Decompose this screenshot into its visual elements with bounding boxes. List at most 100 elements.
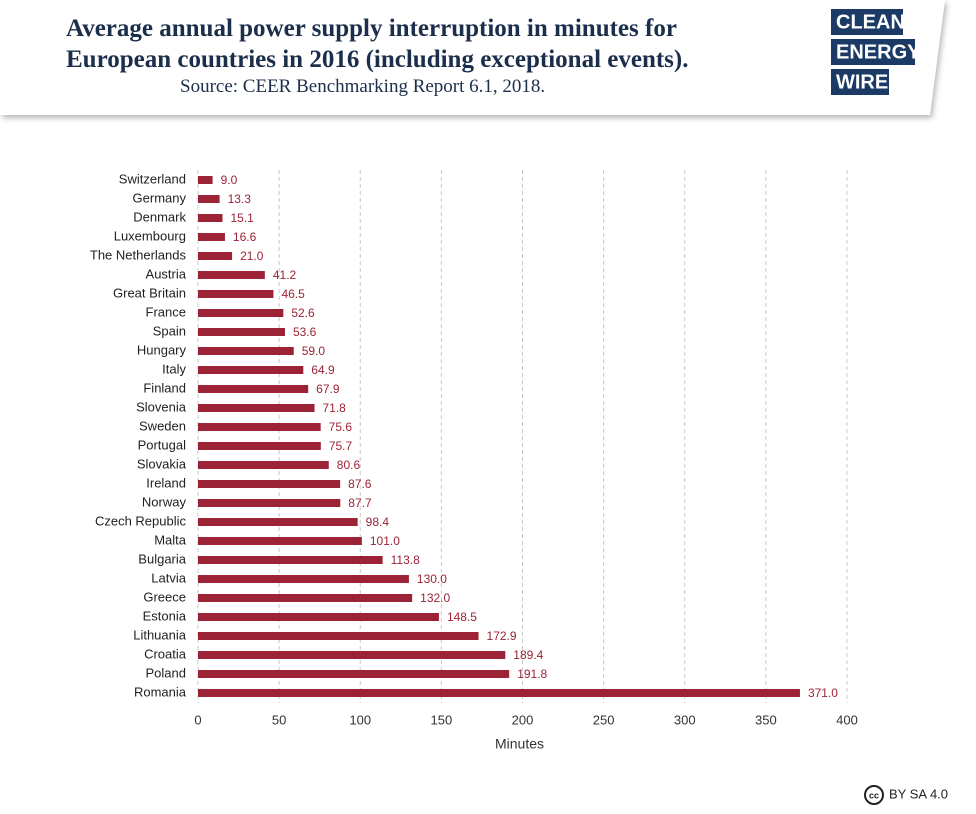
x-tick-label: 0 [194,712,201,727]
bar [198,594,413,602]
x-tick-label: 400 [836,712,858,727]
bar [198,651,506,659]
y-tick-label: Austria [146,266,187,281]
value-label: 101.0 [370,534,400,548]
y-tick-label: Sweden [139,418,186,433]
bar [198,271,265,279]
value-label: 75.6 [329,420,353,434]
y-tick-label: Romania [134,684,187,699]
bar [198,347,294,355]
y-tick-label: Spain [153,323,186,338]
license-icon-text: cc [869,790,879,800]
bar [198,233,225,241]
logo-box [831,9,903,35]
y-tick-label: Slovenia [136,399,187,414]
header-panel [0,0,945,115]
value-label: 21.0 [240,249,264,263]
value-label: 371.0 [808,686,838,700]
value-label: 87.7 [348,496,372,510]
chart-title: Average annual power supply interruption… [66,15,689,73]
y-tick-label: Switzerland [119,171,186,186]
x-tick-label: 150 [431,712,453,727]
y-tick-label: Greece [143,589,186,604]
y-tick-label: Denmark [133,209,186,224]
value-label: 52.6 [291,306,315,320]
y-tick-label: Portugal [138,437,187,452]
value-label: 9.0 [221,173,238,187]
bar [198,309,284,317]
logo-box [831,69,889,95]
value-label: 191.8 [517,667,547,681]
value-label: 113.8 [391,553,420,567]
value-label: 59.0 [302,344,326,358]
logo-text: WIRE [836,71,888,93]
value-label: 172.9 [487,629,517,643]
bar [198,442,321,450]
value-label: 75.7 [329,439,353,453]
bar [198,328,285,336]
value-label: 80.6 [337,458,361,472]
bar [198,689,800,697]
logo-box [831,39,915,65]
bar [198,499,341,507]
bar [198,537,362,545]
bar [198,252,233,260]
value-label: 15.1 [230,211,254,225]
x-tick-label: 350 [755,712,777,727]
value-label: 189.4 [513,648,543,662]
logo-text: CLEAN [836,11,905,33]
license: BY SA 4.0 [889,786,948,801]
y-tick-label: Czech Republic [95,513,187,528]
value-label: 132.0 [420,591,450,605]
value-label: 71.8 [322,401,346,415]
y-tick-label: Germany [133,190,187,205]
x-tick-label: 300 [674,712,696,727]
bar [198,404,315,412]
x-tick-label: 250 [593,712,615,727]
bar [198,556,383,564]
value-label: 13.3 [228,192,252,206]
y-tick-label: Finland [143,380,186,395]
value-label: 130.0 [417,572,447,586]
y-tick-label: Poland [146,665,186,680]
y-tick-label: Malta [154,532,187,547]
y-tick-label: Hungary [137,342,187,357]
bar [198,366,304,374]
bar [198,461,329,469]
y-tick-label: Latvia [151,570,186,585]
y-tick-label: Lithuania [133,627,187,642]
value-label: 41.2 [273,268,297,282]
y-tick-label: Croatia [144,646,187,661]
y-tick-label: Ireland [146,475,186,490]
bar [198,613,439,621]
y-tick-label: Bulgaria [138,551,186,566]
x-tick-label: 100 [349,712,371,727]
value-label: 64.9 [311,363,335,377]
bar [198,480,341,488]
y-tick-label: Norway [142,494,187,509]
y-tick-label: Luxembourg [114,228,186,243]
bar [198,632,479,640]
bar [198,423,321,431]
value-label: 53.6 [293,325,317,339]
value-label: 98.4 [366,515,390,529]
y-tick-label: Estonia [143,608,187,623]
bar [198,176,213,184]
x-axis-label: Minutes [495,736,544,752]
value-label: 16.6 [233,230,257,244]
y-tick-label: France [146,304,186,319]
license-icon [864,785,884,805]
bar [198,385,309,393]
logo-text: ENERGY [836,41,921,63]
bar [198,290,274,298]
bar [198,670,510,678]
value-label: 148.5 [447,610,477,624]
value-label: 67.9 [316,382,340,396]
bar [198,518,358,526]
value-label: 46.5 [281,287,305,301]
x-tick-label: 50 [272,712,286,727]
y-tick-label: Italy [162,361,186,376]
y-tick-label: Slovakia [137,456,187,471]
